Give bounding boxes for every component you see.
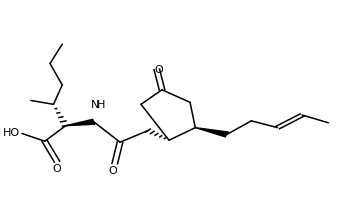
Text: O: O xyxy=(109,165,117,176)
Text: HO: HO xyxy=(3,128,20,138)
Text: O: O xyxy=(154,65,163,75)
Text: O: O xyxy=(53,164,61,174)
Text: N: N xyxy=(91,100,100,110)
Polygon shape xyxy=(195,128,228,137)
Polygon shape xyxy=(66,119,95,126)
Text: H: H xyxy=(97,100,106,110)
